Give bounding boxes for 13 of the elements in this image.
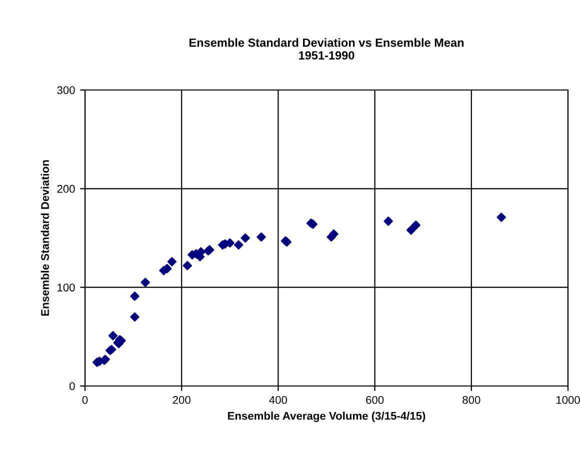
x-tick-label: 200 <box>172 396 190 404</box>
x-tick-label: 0 <box>82 396 88 404</box>
x-axis-title: Ensemble Average Volume (3/15-4/15) <box>228 412 426 422</box>
x-tick-label: 400 <box>269 396 288 404</box>
x-tick-label: 800 <box>462 396 480 404</box>
x-tick-label: 600 <box>366 396 384 404</box>
x-tick-label: 1000 <box>556 396 580 404</box>
y-tick-label: 300 <box>57 86 75 94</box>
y-tick-label: 100 <box>58 284 75 292</box>
y-axis-title: Ensemble Standard Deviation <box>40 160 49 316</box>
y-tick-label: 0 <box>70 382 75 390</box>
y-tick-label: 200 <box>57 184 75 193</box>
chart-title: Ensemble Standard Deviation vs Ensemble Mean 1951-1990 <box>190 38 464 60</box>
